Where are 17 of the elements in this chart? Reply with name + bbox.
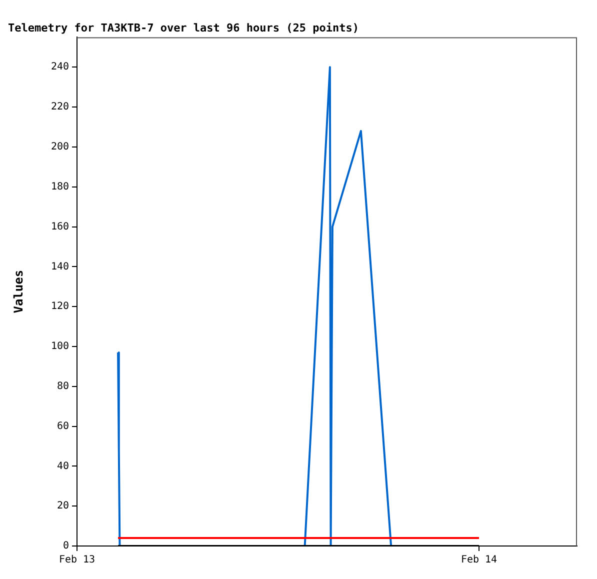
y-tick-label: 60 [56, 420, 69, 432]
y-tick-label: 80 [56, 380, 69, 392]
y-tick-label: 100 [50, 341, 69, 352]
y-tick-label: 200 [50, 142, 69, 153]
y-tick-label: 120 [50, 301, 69, 312]
chart-title: Telemetry for TA3KTB-7 over last 96 hours (25 points) [8, 21, 359, 34]
y-tick-label: 140 [50, 261, 69, 272]
y-tick-label: 180 [50, 181, 69, 192]
y-tick-label: 20 [56, 500, 69, 512]
x-tick-label: Feb 13 [58, 554, 96, 566]
x-tick-label: Feb 14 [460, 554, 498, 566]
y-axis-title: Values [11, 270, 26, 314]
y-tick-label: 0 [62, 540, 69, 552]
y-tick-label: 40 [56, 460, 69, 472]
y-tick-label: 160 [50, 221, 69, 232]
y-tick-label: 240 [50, 62, 69, 73]
y-tick-label: 220 [50, 102, 69, 113]
